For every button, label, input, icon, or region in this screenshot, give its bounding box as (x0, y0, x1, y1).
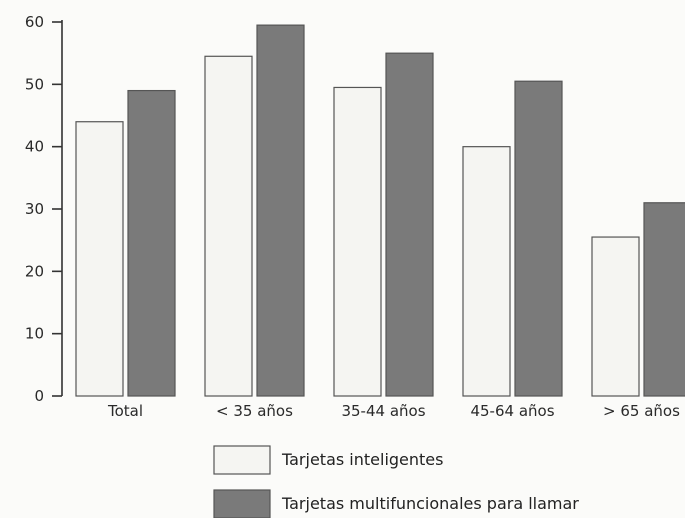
y-tick-label: 10 (25, 325, 44, 343)
legend-label: Tarjetas inteligentes (281, 450, 443, 469)
legend-swatch (213, 489, 271, 518)
bar (256, 24, 305, 397)
bars (75, 24, 685, 397)
bar (643, 202, 685, 397)
y-tick-label: 60 (25, 13, 44, 31)
bar (591, 236, 640, 397)
bar (204, 55, 253, 397)
legend-label: Tarjetas multifuncionales para llamar (281, 494, 579, 513)
bar (514, 80, 563, 397)
y-tick-label: 0 (34, 387, 44, 405)
legend: Tarjetas inteligentes Tarjetas multifunci… (213, 445, 579, 518)
x-tick-label: < 35 años (216, 402, 293, 420)
bar (75, 121, 124, 397)
y-tick-label: 30 (25, 200, 44, 218)
x-tick-label: 35-44 años (341, 402, 425, 420)
x-tick-label: Total (107, 402, 143, 420)
legend-swatch (213, 445, 271, 475)
y-tick-label: 50 (25, 75, 44, 93)
y-tick-label: 40 (25, 138, 44, 156)
y-tick-label: 20 (25, 262, 44, 280)
x-axis-labels: Total < 35 años 35-44 años 45-64 años > 65 a… (107, 402, 680, 420)
bar (385, 52, 434, 397)
x-tick-label: 45-64 años (470, 402, 554, 420)
x-tick-label: > 65 años (603, 402, 680, 420)
bar (462, 146, 511, 397)
bar (127, 89, 176, 397)
bar (333, 86, 382, 397)
y-axis: 0 10 20 30 40 50 60 (25, 13, 63, 405)
